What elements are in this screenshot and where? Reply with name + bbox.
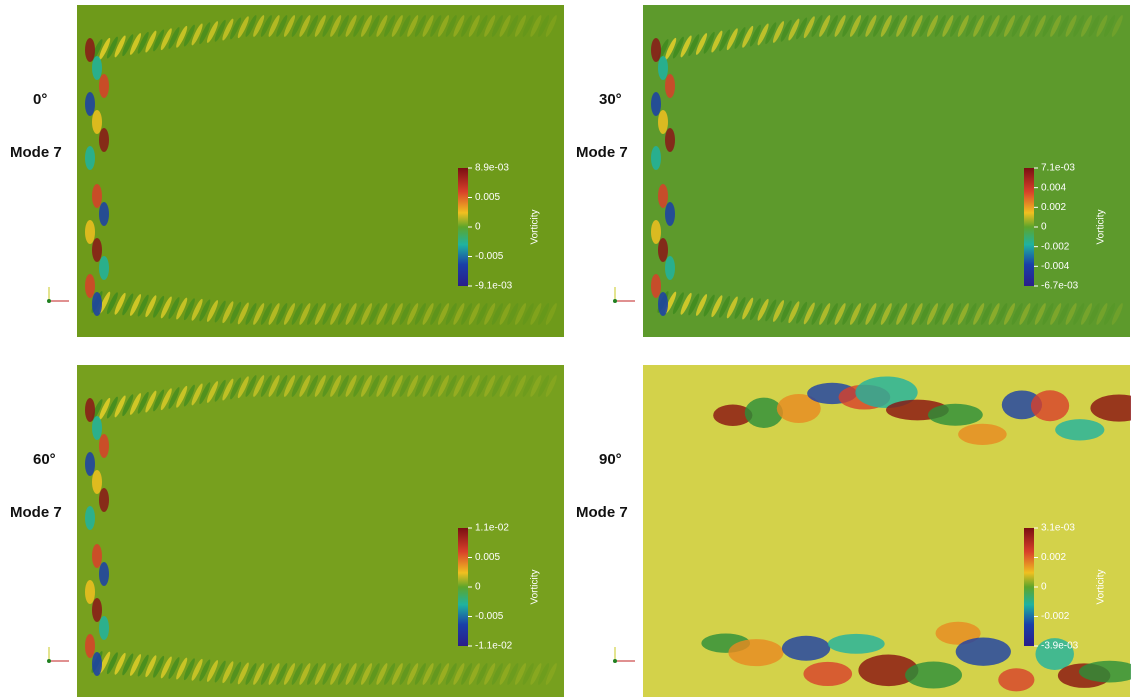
edge-vortex — [651, 38, 661, 62]
edge-vortex — [92, 56, 102, 80]
edge-vortex — [92, 292, 102, 316]
vortex-blob — [956, 638, 1011, 666]
edge-vortex — [92, 544, 102, 568]
colorbar-tick-label: 0 — [1041, 582, 1047, 593]
edge-vortex — [99, 434, 109, 458]
colorbar-title: Vorticity — [530, 569, 541, 604]
colorbar-tick-label: -9.1e-03 — [475, 281, 513, 292]
vortex-blob — [828, 634, 885, 654]
colorbar — [458, 528, 468, 646]
vortex-blob — [803, 662, 852, 686]
colorbar-tick-label: 1.1e-02 — [475, 523, 509, 534]
mode-label: Mode 7 — [576, 504, 628, 521]
vortex-blob — [728, 639, 783, 666]
colorbar-tick-label: 3.1e-03 — [1041, 523, 1075, 534]
edge-vortex — [92, 598, 102, 622]
edge-vortex — [651, 274, 661, 298]
vortex-blob — [998, 668, 1034, 691]
colorbar-tick-label: -0.004 — [1041, 261, 1070, 272]
edge-vortex — [92, 238, 102, 262]
colorbar-tick-label: 0.005 — [475, 192, 500, 203]
angle-label: 90° — [599, 451, 622, 468]
edge-vortex — [658, 238, 668, 262]
colorbar-title: Vorticity — [1096, 569, 1107, 604]
edge-vortex — [85, 506, 95, 530]
edge-vortex — [99, 74, 109, 98]
colorbar-tick-label: -0.005 — [475, 251, 504, 262]
edge-vortex — [92, 110, 102, 134]
edge-vortex — [99, 256, 109, 280]
edge-vortex — [658, 110, 668, 134]
edge-vortex — [651, 92, 661, 116]
edge-vortex — [85, 220, 95, 244]
edge-vortex — [85, 146, 95, 170]
figure: 0° Mode 7 8.9e-03 0.005 0 -0.005 -9.1e-03 Vorti… — [0, 0, 1131, 700]
angle-label: 60° — [33, 451, 56, 468]
colorbar-tick-label: 0.004 — [1041, 182, 1066, 193]
colorbar-title: Vorticity — [530, 209, 541, 244]
vortex-blob — [928, 404, 983, 426]
edge-vortex — [665, 74, 675, 98]
colorbar — [458, 168, 468, 286]
vortex-blob — [1055, 419, 1104, 440]
colorbar-tick-label: 8.9e-03 — [475, 163, 509, 174]
edge-vortex — [85, 634, 95, 658]
edge-vortex — [92, 652, 102, 676]
axis-triad — [47, 659, 51, 663]
edge-vortex — [99, 488, 109, 512]
vortex-blob — [745, 398, 783, 428]
colorbar-tick-label: 0.005 — [475, 552, 500, 563]
mode-label: Mode 7 — [576, 144, 628, 161]
colorbar-tick-label: 0.002 — [1041, 552, 1066, 563]
colorbar-tick-label: -6.7e-03 — [1041, 281, 1079, 292]
mode-label: Mode 7 — [10, 504, 62, 521]
edge-vortex — [651, 146, 661, 170]
angle-label: 30° — [599, 91, 622, 108]
edge-vortex — [85, 92, 95, 116]
colorbar-tick-label: -0.002 — [1041, 611, 1070, 622]
edge-vortex — [85, 38, 95, 62]
edge-vortex — [85, 274, 95, 298]
mode-label: Mode 7 — [10, 144, 62, 161]
colorbar-tick-label: -1.1e-02 — [475, 641, 513, 652]
colorbar-tick-label: 0 — [475, 582, 481, 593]
edge-vortex — [99, 128, 109, 152]
axis-triad — [613, 659, 617, 663]
vortex-blob — [1031, 390, 1069, 421]
edge-vortex — [85, 452, 95, 476]
vortex-blob — [958, 424, 1006, 445]
axis-triad — [613, 299, 617, 303]
vortex-blob — [905, 662, 962, 689]
colorbar-tick-label: -3.9e-03 — [1041, 641, 1079, 652]
edge-vortex — [85, 580, 95, 604]
edge-vortex — [85, 398, 95, 422]
edge-vortex — [99, 562, 109, 586]
axis-triad — [47, 299, 51, 303]
edge-vortex — [99, 202, 109, 226]
colorbar-tick-label: 0.002 — [1041, 202, 1066, 213]
edge-vortex — [665, 128, 675, 152]
colorbar — [1024, 168, 1034, 286]
colorbar-tick-label: 0 — [475, 222, 481, 233]
edge-vortex — [665, 256, 675, 280]
edge-vortex — [658, 184, 668, 208]
angle-label: 0° — [33, 91, 47, 108]
edge-vortex — [92, 470, 102, 494]
edge-vortex — [658, 292, 668, 316]
edge-vortex — [651, 220, 661, 244]
edge-vortex — [665, 202, 675, 226]
edge-vortex — [92, 416, 102, 440]
colorbar-tick-label: -0.005 — [475, 611, 504, 622]
edge-vortex — [658, 56, 668, 80]
edge-vortex — [92, 184, 102, 208]
colorbar-tick-label: 0 — [1041, 222, 1047, 233]
vortex-blob — [782, 636, 830, 661]
colorbar — [1024, 528, 1034, 646]
colorbar-title: Vorticity — [1096, 209, 1107, 244]
edge-vortex — [99, 616, 109, 640]
colorbar-tick-label: -0.002 — [1041, 241, 1070, 252]
colorbar-tick-label: 7.1e-03 — [1041, 163, 1075, 174]
